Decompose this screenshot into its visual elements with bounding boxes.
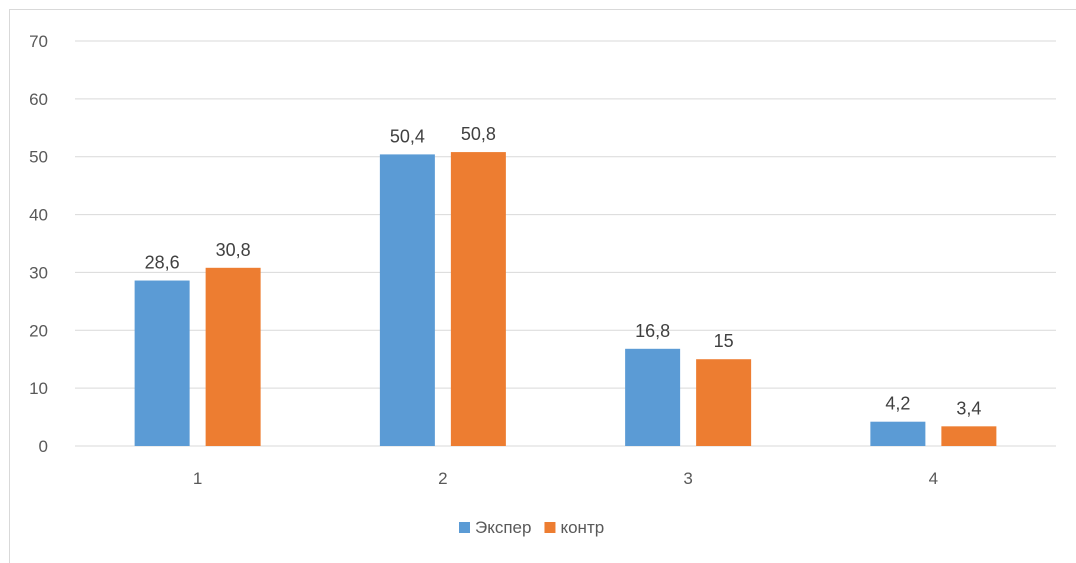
bar-eksper-2 <box>379 154 435 446</box>
x-tick-label: 3 <box>683 469 692 488</box>
y-tick-label: 50 <box>29 148 48 167</box>
bar-kontr-1 <box>205 267 261 446</box>
x-tick-label: 2 <box>438 469 447 488</box>
bar-eksper-3 <box>625 348 681 446</box>
y-tick-label: 0 <box>39 437 48 456</box>
x-axis-ticks: 1 2 3 4 <box>193 469 938 488</box>
data-label: 3,4 <box>956 398 981 418</box>
data-label: 15 <box>714 331 734 351</box>
x-tick-label: 1 <box>193 469 202 488</box>
bar-kontr-3 <box>696 359 752 446</box>
data-label: 50,4 <box>390 126 425 146</box>
legend-swatch <box>459 522 470 533</box>
y-tick-label: 60 <box>29 90 48 109</box>
bar-kontr-2 <box>450 152 506 447</box>
legend-label: контр <box>560 518 604 537</box>
y-tick-label: 70 <box>29 32 48 51</box>
data-label: 30,8 <box>216 240 251 260</box>
bar-eksper-4 <box>870 421 926 446</box>
data-label: 4,2 <box>885 394 910 414</box>
y-axis-ticks: 0 10 20 30 40 50 60 70 <box>29 32 48 456</box>
y-tick-label: 20 <box>29 321 48 340</box>
legend-swatch <box>544 522 556 533</box>
data-labels: 28,6 30,8 50,4 50,8 16,8 15 4,2 3,4 <box>145 124 982 418</box>
legend-label: Экспер <box>475 518 531 537</box>
data-label: 28,6 <box>145 253 180 273</box>
y-tick-label: 10 <box>29 379 48 398</box>
bar-eksper-1 <box>134 280 190 446</box>
y-tick-label: 40 <box>29 206 48 225</box>
bar-kontr-4 <box>941 426 997 446</box>
x-tick-label: 4 <box>929 469 938 488</box>
data-label: 16,8 <box>635 321 670 341</box>
y-tick-label: 30 <box>29 263 48 282</box>
data-label: 50,8 <box>461 124 496 144</box>
legend: Экспер контр <box>459 518 604 537</box>
bars <box>134 152 997 447</box>
